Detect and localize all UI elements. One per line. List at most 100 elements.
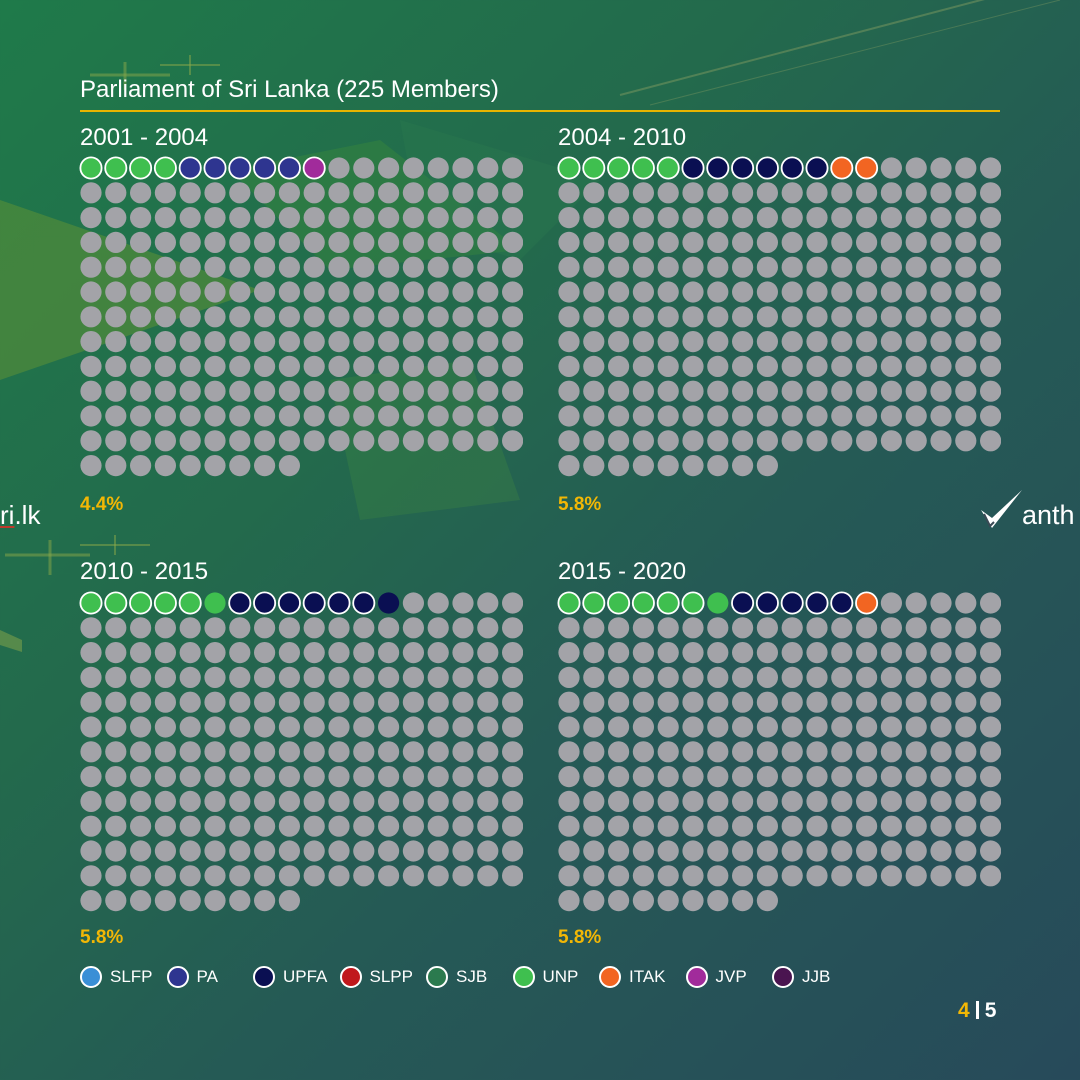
- seat-empty: [632, 790, 654, 812]
- seat-empty: [831, 207, 853, 229]
- seat-empty: [452, 691, 474, 713]
- seat-empty: [632, 455, 654, 477]
- seat-empty: [583, 380, 605, 402]
- seat-empty: [378, 865, 400, 887]
- seat-empty: [682, 207, 704, 229]
- seat-empty: [179, 840, 201, 862]
- legend-swatch-upfa: [253, 966, 275, 988]
- seat-empty: [880, 207, 902, 229]
- seat-empty: [502, 380, 523, 402]
- seat-empty: [105, 281, 127, 303]
- seat-empty: [880, 380, 902, 402]
- seat-empty: [980, 865, 1001, 887]
- seat-empty: [477, 840, 499, 862]
- seat-empty: [204, 815, 226, 837]
- seat-empty: [707, 331, 729, 353]
- seat-empty: [278, 306, 300, 328]
- seat-empty: [179, 790, 201, 812]
- seat-empty: [303, 790, 325, 812]
- seat-empty: [229, 666, 251, 688]
- seat-empty: [402, 617, 424, 639]
- seat-empty: [427, 815, 449, 837]
- seat-empty: [930, 716, 952, 738]
- seat-empty: [732, 355, 754, 377]
- seat-empty: [955, 430, 977, 452]
- seat-empty: [154, 617, 176, 639]
- seat-upfa: [327, 591, 351, 615]
- seat-empty: [154, 815, 176, 837]
- seat-empty: [154, 405, 176, 427]
- seat-empty: [756, 865, 778, 887]
- seat-empty: [558, 256, 580, 278]
- seat-empty: [806, 182, 828, 204]
- seat-empty: [980, 207, 1001, 229]
- seat-upfa: [830, 591, 854, 615]
- seat-empty: [657, 890, 679, 912]
- seat-empty: [204, 355, 226, 377]
- seat-empty: [105, 430, 127, 452]
- seat-empty: [682, 691, 704, 713]
- seat-empty: [707, 691, 729, 713]
- seat-empty: [303, 405, 325, 427]
- seat-empty: [682, 380, 704, 402]
- seat-empty: [583, 306, 605, 328]
- seat-empty: [502, 331, 523, 353]
- seat-empty: [328, 642, 350, 664]
- seat-empty: [856, 256, 878, 278]
- seat-empty: [179, 256, 201, 278]
- seat-empty: [707, 306, 729, 328]
- seat-empty: [682, 790, 704, 812]
- seat-empty: [254, 741, 276, 763]
- seat-empty: [657, 430, 679, 452]
- seat-empty: [707, 642, 729, 664]
- seat-empty: [905, 592, 927, 614]
- seat-empty: [980, 256, 1001, 278]
- seat-empty: [130, 207, 152, 229]
- seat-empty: [831, 691, 853, 713]
- seat-empty: [204, 331, 226, 353]
- seat-empty: [452, 766, 474, 788]
- seat-empty: [732, 306, 754, 328]
- seat-empty: [204, 430, 226, 452]
- seat-empty: [130, 666, 152, 688]
- legend-swatch-jvp: [685, 966, 708, 988]
- seat-empty: [154, 355, 176, 377]
- seat-empty: [558, 380, 580, 402]
- seat-empty: [880, 691, 902, 713]
- seat-empty: [204, 865, 226, 887]
- seat-empty: [831, 355, 853, 377]
- seat-empty: [502, 840, 523, 862]
- seat-empty: [353, 840, 375, 862]
- seat-empty: [657, 331, 679, 353]
- seat-empty: [80, 405, 102, 427]
- seat-empty: [632, 716, 654, 738]
- seat-empty: [707, 355, 729, 377]
- seat-empty: [558, 355, 580, 377]
- seat-empty: [80, 815, 102, 837]
- seat-empty: [303, 741, 325, 763]
- seat-empty: [583, 790, 605, 812]
- waffle-chart-4: [557, 591, 1001, 912]
- seat-empty: [980, 182, 1001, 204]
- seat-upfa: [228, 591, 252, 615]
- seat-empty: [707, 182, 729, 204]
- seat-empty: [955, 331, 977, 353]
- seat-empty: [130, 355, 152, 377]
- seat-upfa: [681, 156, 705, 180]
- seat-empty: [204, 741, 226, 763]
- seat-empty: [477, 741, 499, 763]
- seat-unp: [79, 591, 103, 615]
- seat-empty: [452, 815, 474, 837]
- seat-empty: [427, 865, 449, 887]
- seat-empty: [179, 405, 201, 427]
- seat-empty: [353, 766, 375, 788]
- seat-empty: [130, 790, 152, 812]
- legend-label: PA: [196, 967, 218, 986]
- seat-empty: [204, 766, 226, 788]
- seat-empty: [980, 355, 1001, 377]
- seat-empty: [980, 766, 1001, 788]
- seat-empty: [402, 331, 424, 353]
- seat-empty: [105, 666, 127, 688]
- seat-upfa: [277, 591, 301, 615]
- seat-empty: [477, 405, 499, 427]
